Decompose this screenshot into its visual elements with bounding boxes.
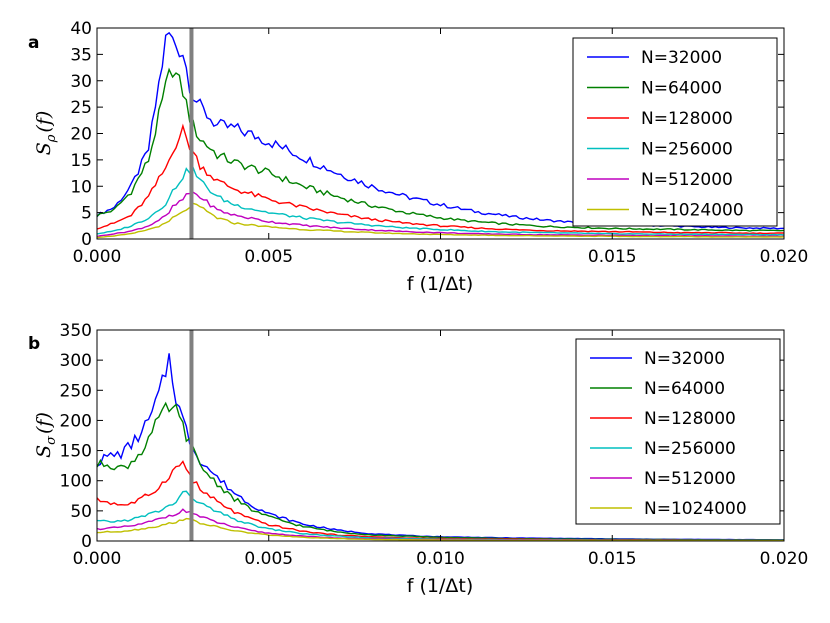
y-axis-label-b: Sσ(f): [33, 412, 59, 458]
legend-box-b: [575, 338, 781, 525]
y-tick-label-a: 15: [70, 151, 92, 171]
y-axis-label-arg-b: (f): [33, 412, 55, 434]
panel-b: b 0.000 0.005 0.010 0.015 0.020 0 50 100 150 200…: [28, 321, 808, 597]
legend-b: N=32000 N=64000 N=128000 N=256000 N=512000 N=…: [575, 338, 781, 525]
y-tick-label-b: 250: [60, 381, 92, 401]
x-axis-label-b: f (1/Δt): [407, 575, 474, 597]
legend-label-b: N=64000: [644, 379, 725, 399]
series-line-a-n-64000: [96, 67, 785, 232]
legend-label-b: N=512000: [644, 469, 736, 489]
legend-label-a: N=32000: [641, 48, 722, 68]
x-tick-label-b: 0.000: [73, 549, 122, 569]
panel-a: a 0.000 0.005 0.010 0.015 0.020 0 5 10 15 20 25 30…: [28, 19, 808, 295]
x-axis-label-a: f (1/Δt): [407, 273, 474, 295]
y-tick-label-b: 300: [60, 351, 92, 371]
y-tick-label-a: 30: [70, 72, 92, 92]
y-tick-label-b: 150: [60, 442, 92, 462]
legend-label-b: N=32000: [644, 349, 725, 369]
x-tick-label-a: 0.020: [760, 247, 809, 267]
x-tick-label-b: 0.015: [588, 549, 637, 569]
y-tick-label-a: 25: [70, 98, 92, 118]
y-tick-label-a: 10: [70, 177, 92, 197]
y-tick-label-b: 100: [60, 472, 92, 492]
panel-label-a: a: [28, 33, 39, 53]
x-tick-label-b: 0.005: [244, 549, 293, 569]
y-axis-label-arg-a: (f): [33, 111, 55, 133]
panel-label-b: b: [28, 334, 40, 354]
legend-box-a: [572, 37, 778, 227]
series-line-a-n-512000: [96, 191, 785, 238]
legend-label-b: N=256000: [644, 439, 736, 459]
legend-a: N=32000 N=64000 N=128000 N=256000 N=512000 N=…: [572, 37, 778, 227]
y-tick-label-a: 35: [70, 45, 92, 65]
y-tick-label-b: 200: [60, 411, 92, 431]
legend-label-b: N=128000: [644, 409, 736, 429]
legend-label-a: N=512000: [641, 170, 733, 190]
x-tick-label-a: 0.000: [73, 247, 122, 267]
y-tick-label-b: 350: [60, 321, 92, 341]
y-axis-label-sub-b: σ: [44, 435, 59, 445]
y-tick-label-a: 5: [81, 204, 92, 224]
legend-label-a: N=64000: [641, 79, 722, 99]
y-tick-label-a: 0: [81, 230, 92, 250]
x-tick-label-a: 0.015: [588, 247, 637, 267]
y-tick-label-b: 50: [70, 502, 92, 522]
y-tick-label-a: 20: [70, 125, 92, 145]
y-axis-label-main-a: S: [33, 142, 55, 155]
y-tick-label-a: 40: [70, 19, 92, 39]
y-ticks-b: 0 50 100 150 200 250 300 350: [60, 321, 784, 552]
x-tick-label-a: 0.010: [416, 247, 465, 267]
legend-label-a: N=256000: [641, 140, 733, 160]
x-tick-label-b: 0.020: [760, 549, 809, 569]
x-tick-label-a: 0.005: [244, 247, 293, 267]
y-ticks-a: 0 5 10 15 20 25 30 35 40: [70, 19, 784, 250]
x-ticks-b: 0.000 0.005 0.010 0.015 0.020: [73, 330, 809, 569]
legend-label-a: N=1024000: [641, 201, 744, 221]
series-line-a-n-256000: [96, 166, 785, 236]
legend-label-a: N=128000: [641, 109, 733, 129]
y-tick-label-b: 0: [81, 532, 92, 552]
x-tick-label-b: 0.010: [416, 549, 465, 569]
x-ticks-a: 0.000 0.005 0.010 0.015 0.020: [73, 28, 809, 267]
y-axis-label-main-b: S: [33, 445, 55, 458]
y-axis-label-a: Sρ(f): [33, 111, 59, 156]
series-line-a-n-128000: [96, 123, 784, 235]
y-axis-label-sub-a: ρ: [44, 134, 59, 143]
legend-label-b: N=1024000: [644, 499, 747, 519]
